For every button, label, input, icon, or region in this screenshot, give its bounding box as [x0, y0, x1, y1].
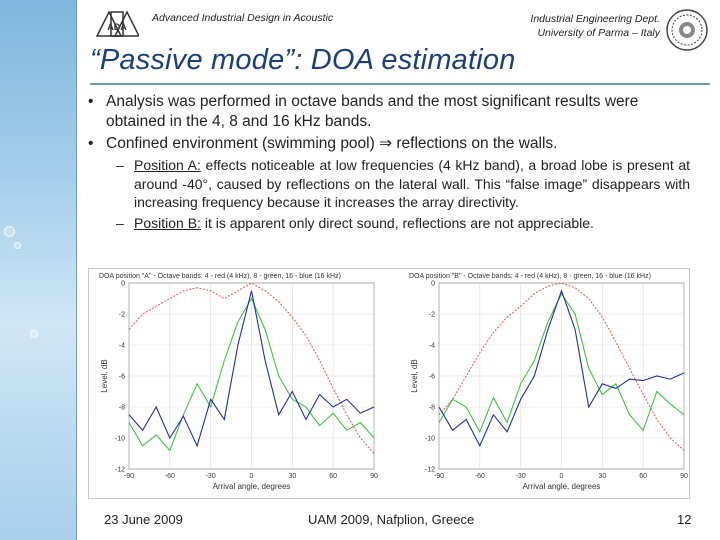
doa-plots: DOA position "A" - Octave bands: 4 - red… [88, 268, 690, 499]
y-tick-label: -6 [119, 374, 125, 381]
x-tick-label: -60 [165, 473, 175, 480]
x-tick-label: 60 [329, 473, 337, 480]
series-line-16-khz [128, 290, 375, 448]
y-tick-label: -2 [119, 312, 125, 319]
logo-text: ADA [107, 22, 127, 32]
sidebar-divider [76, 0, 77, 540]
chart-title: DOA position "B" - Octave bands: 4 - red… [409, 273, 651, 280]
x-axis-label: Arrival angle, degrees [213, 482, 291, 491]
y-tick-label: -4 [429, 343, 435, 350]
x-tick-label: 30 [598, 473, 606, 480]
y-tick-label: -12 [115, 467, 125, 474]
y-tick-label: -6 [429, 374, 435, 381]
y-tick-label: -2 [429, 312, 435, 319]
y-tick-label: 0 [121, 281, 125, 288]
y-tick-label: -4 [119, 343, 125, 350]
y-axis-label: Level, dB [100, 359, 109, 392]
sub-bullet-item: – Position A: effects noticeable at low … [86, 156, 690, 212]
series-line-4-khz [438, 282, 685, 451]
series-line-8-khz [438, 292, 685, 434]
sub-bullet-item: – Position B: it is apparent only direct… [86, 214, 690, 233]
bullet-dot: • [88, 93, 94, 110]
sidebar-decoration [0, 0, 76, 540]
y-tick-label: -8 [429, 405, 435, 412]
bullet-text: Analysis was performed in octave bands a… [106, 93, 639, 130]
sub-bullet-dash: – [116, 214, 124, 231]
x-tick-label: -90 [124, 473, 134, 480]
x-tick-label: 30 [288, 473, 296, 480]
doa-chart-a: DOA position "A" - Octave bands: 4 - red… [99, 273, 378, 491]
y-axis-label: Level, dB [410, 359, 419, 392]
y-tick-label: -8 [119, 405, 125, 412]
y-tick-label: -12 [425, 467, 435, 474]
y-tick-label: -10 [115, 436, 125, 443]
university-line: University of Parma – Italy [537, 27, 660, 39]
department-line: Industrial Engineering Dept. [530, 13, 660, 25]
x-tick-label: 90 [370, 473, 378, 480]
x-tick-label: 90 [680, 473, 688, 480]
bubble-decoration [14, 242, 21, 249]
sub-bullet-text: effects noticeable at low frequencies (4… [134, 157, 690, 210]
x-tick-label: -30 [206, 473, 216, 480]
department-info: Industrial Engineering Dept. University … [480, 12, 660, 40]
sub-bullet-label: Position A: [134, 157, 201, 173]
footer-event: UAM 2009, Nafplion, Greece [308, 512, 475, 527]
chart-title: DOA position "A" - Octave bands: 4 - red… [99, 273, 341, 280]
x-tick-label: 0 [250, 473, 254, 480]
sub-bullet-text: it is apparent only direct sound, reflec… [200, 214, 594, 231]
bullet-item: • Analysis was performed in octave bands… [86, 92, 690, 132]
x-tick-label: -30 [516, 473, 526, 480]
course-title: Advanced Industrial Design in Acoustic [152, 12, 334, 24]
slide-title: “Passive mode”: DOA estimation [90, 44, 516, 76]
page-number: 12 [677, 512, 692, 527]
y-tick-label: -10 [425, 436, 435, 443]
bullet-dot: • [88, 135, 94, 152]
footer-date: 23 June 2009 [104, 512, 183, 527]
bullet-list: • Analysis was performed in octave bands… [86, 92, 690, 232]
series-line-8-khz [128, 297, 375, 452]
university-seal [666, 9, 708, 51]
doa-chart-b: DOA position "B" - Octave bands: 4 - red… [409, 273, 688, 491]
doa-plots-svg: DOA position "A" - Octave bands: 4 - red… [99, 273, 688, 491]
bubble-decoration [30, 330, 38, 338]
x-tick-label: 0 [560, 473, 564, 480]
sub-bullet-label: Position B: [134, 214, 201, 231]
x-axis-label: Arrival angle, degrees [523, 482, 601, 491]
title-divider [90, 83, 710, 85]
x-tick-label: -90 [434, 473, 444, 480]
bullet-text: Confined environment (swimming pool) ⇒ r… [106, 135, 558, 152]
sub-bullet-dash: – [116, 157, 124, 173]
x-tick-label: 60 [639, 473, 647, 480]
bullet-item: • Confined environment (swimming pool) ⇒… [86, 134, 690, 154]
x-tick-label: -60 [475, 473, 485, 480]
ada-logo: ADA [95, 10, 139, 37]
y-tick-label: 0 [431, 281, 435, 288]
series-line-16-khz [438, 289, 685, 448]
bubble-decoration [4, 226, 15, 237]
